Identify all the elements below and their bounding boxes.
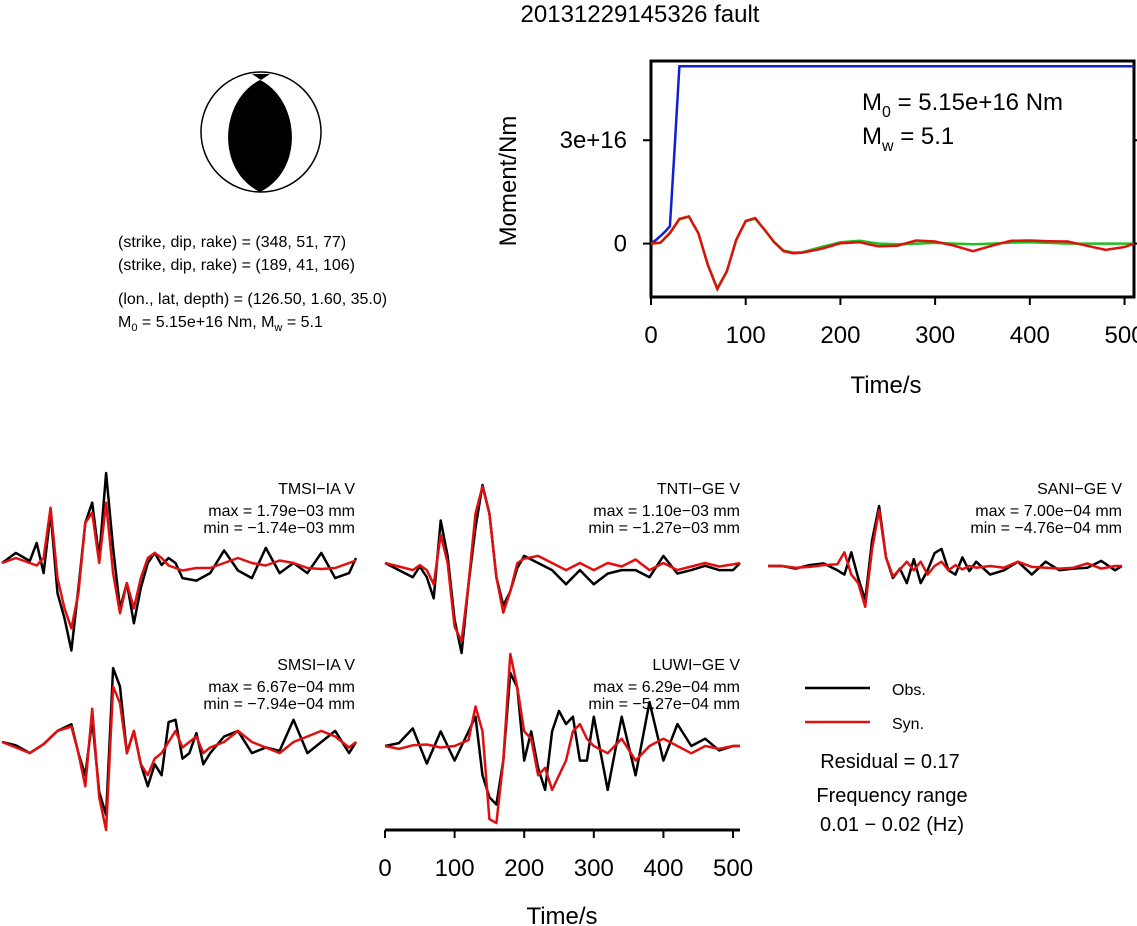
station-min: min = −1.74e−03 mm (203, 520, 355, 537)
figure-title: 20131229145326 fault (521, 1, 760, 28)
mechanism-moment-magnitude: M0 = 5.15e+16 Nm, Mw = 5.1 (118, 314, 323, 334)
waveform-time-axis: 0 100 200 300 400 500 Time/s (378, 828, 753, 926)
legend-residual: Residual = 0.17 (820, 751, 960, 773)
synthetic-trace (1, 501, 357, 630)
moment-panel-ylabel: Moment/Nm (495, 116, 522, 247)
mechanism-plane-2: (strike, dip, rake) = (189, 41, 106) (118, 257, 355, 274)
station-label: TMSI−IA V (278, 481, 355, 498)
station-min: min = −7.94e−04 mm (203, 696, 355, 713)
station-label: SANI−GE V (1037, 481, 1122, 498)
moment-rate-panel: 0 3e+16 0 100 200 300 400 500 Moment/Nm Time/s… (495, 59, 1137, 399)
synthetic-trace (384, 485, 741, 643)
station-min: min = −4.76e−04 mm (970, 520, 1122, 537)
moment-ytick-label: 0 (614, 231, 627, 258)
moment-xtick-label: 300 (915, 322, 955, 349)
station-max: max = 7.00e−04 mm (975, 503, 1122, 520)
moment-panel-m0: M0 = 5.15e+16 Nm (862, 89, 1063, 121)
synthetic-trace (768, 509, 1122, 609)
station-label: LUWI−GE V (652, 657, 740, 674)
waveform-xtick-label: 500 (713, 855, 753, 882)
waveform-xtick-label: 300 (574, 855, 614, 882)
station-max: max = 6.29e−04 mm (593, 679, 740, 696)
observed-trace (1, 471, 358, 652)
moment-xtick-label: 400 (1010, 322, 1050, 349)
mechanism-plane-1: (strike, dip, rake) = (348, 51, 77) (118, 234, 346, 251)
moment-panel-frame (649, 59, 1136, 299)
moment-rate-red-line (650, 214, 1135, 293)
waveform-xtick-label: 0 (378, 855, 391, 882)
legend-frequency-value: 0.01 − 0.02 (Hz) (820, 814, 964, 836)
moment-ytick-label: 3e+16 (560, 127, 627, 154)
synthetic-trace (1, 685, 357, 832)
station-max: max = 1.10e−03 mm (593, 503, 740, 520)
station-max: max = 1.79e−03 mm (208, 503, 355, 520)
beachball-compressional-quadrant (228, 80, 292, 192)
moment-panel-xlabel: Time/s (850, 372, 921, 399)
waveform-xtick-label: 400 (643, 855, 683, 882)
station-label: SMSI−IA V (277, 657, 355, 674)
waveform-xtick-label: 200 (504, 855, 544, 882)
station-min: min = −1.27e−03 mm (588, 520, 740, 537)
waveform-axis-xlabel: Time/s (526, 903, 597, 926)
synthetic-trace (384, 652, 740, 825)
waveform-xtick-label: 100 (435, 855, 475, 882)
observed-trace (384, 671, 740, 806)
moment-xtick-label: 500 (1105, 322, 1137, 349)
moment-xtick-label: 100 (726, 322, 766, 349)
moment-xtick-label: 0 (644, 322, 657, 349)
moment-xtick-label: 200 (820, 322, 860, 349)
beachball (200, 71, 322, 193)
moment-panel-mw: Mw = 5.1 (862, 123, 954, 155)
legend-syn-label: Syn. (892, 716, 924, 733)
observed-trace (768, 504, 1123, 602)
station-max: max = 6.67e−04 mm (208, 679, 355, 696)
station-label: TNTI−GE V (657, 481, 740, 498)
station-min: min = −5.27e−04 mm (588, 696, 740, 713)
moment-cumulative-line (650, 64, 1134, 245)
mechanism-location: (lon., lat, depth) = (126.50, 1.60, 35.0… (118, 291, 387, 308)
waveform-legend: Obs. Syn. Residual = 0.17 Frequency rang… (805, 682, 968, 836)
legend-obs-label: Obs. (892, 682, 926, 699)
legend-frequency-title: Frequency range (816, 785, 967, 807)
beachball-top-wedge (252, 74, 270, 80)
